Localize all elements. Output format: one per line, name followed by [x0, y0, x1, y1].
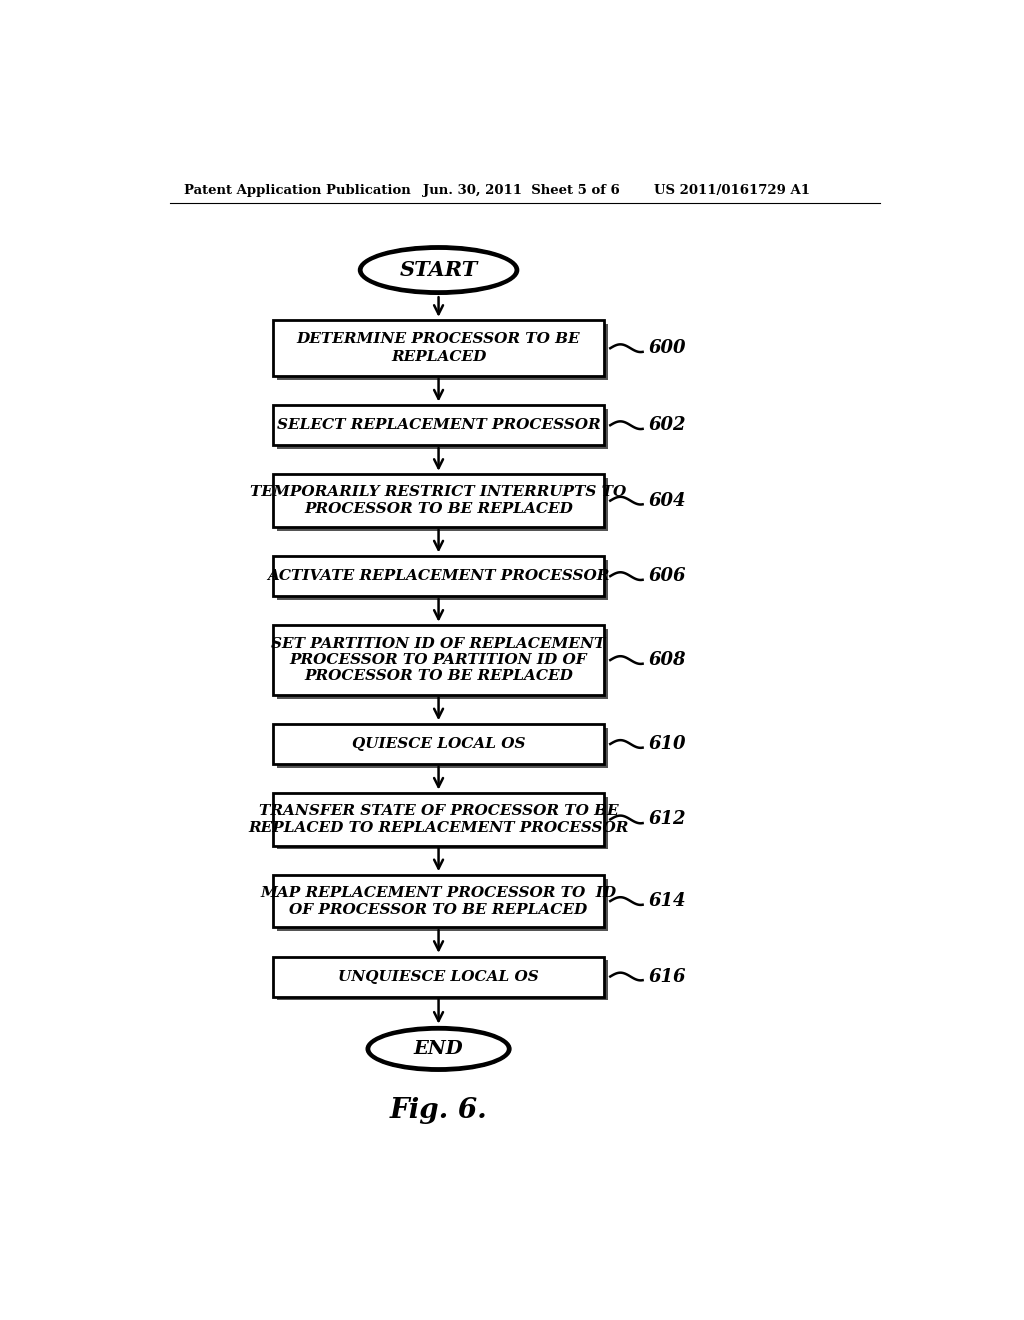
Text: 604: 604	[649, 491, 686, 510]
Ellipse shape	[370, 1030, 508, 1068]
Text: END: END	[414, 1040, 464, 1057]
Text: OF PROCESSOR TO BE REPLACED: OF PROCESSOR TO BE REPLACED	[290, 903, 588, 916]
Text: 614: 614	[649, 892, 686, 909]
Text: SET PARTITION ID OF REPLACEMENT: SET PARTITION ID OF REPLACEMENT	[271, 636, 606, 651]
Bar	[276, 560, 608, 601]
Text: Patent Application Publication: Patent Application Publication	[184, 185, 412, 197]
Bar	[276, 478, 608, 531]
Bar	[273, 875, 604, 927]
Bar	[273, 626, 604, 694]
Ellipse shape	[367, 1027, 511, 1072]
Bar	[273, 474, 604, 527]
Text: SELECT REPLACEMENT PROCESSOR: SELECT REPLACEMENT PROCESSOR	[276, 418, 600, 432]
Text: 616: 616	[649, 968, 686, 986]
Text: QUIESCE LOCAL OS: QUIESCE LOCAL OS	[352, 737, 525, 751]
Text: TEMPORARILY RESTRICT INTERRUPTS TO: TEMPORARILY RESTRICT INTERRUPTS TO	[251, 486, 627, 499]
Text: 602: 602	[649, 416, 686, 434]
Text: REPLACED TO REPLACEMENT PROCESSOR: REPLACED TO REPLACEMENT PROCESSOR	[249, 821, 629, 836]
Bar	[273, 957, 604, 997]
Text: UNQUIESCE LOCAL OS: UNQUIESCE LOCAL OS	[338, 969, 539, 983]
Text: START: START	[399, 260, 477, 280]
Text: 606: 606	[649, 568, 686, 585]
Text: PROCESSOR TO BE REPLACED: PROCESSOR TO BE REPLACED	[304, 502, 573, 516]
Text: 608: 608	[649, 651, 686, 669]
Bar	[276, 879, 608, 931]
Bar	[273, 321, 604, 376]
Bar	[273, 556, 604, 597]
Text: Fig. 6.: Fig. 6.	[390, 1097, 487, 1125]
Text: US 2011/0161729 A1: US 2011/0161729 A1	[654, 185, 810, 197]
Text: MAP REPLACEMENT PROCESSOR TO  ID: MAP REPLACEMENT PROCESSOR TO ID	[260, 886, 616, 899]
Text: REPLACED: REPLACED	[391, 350, 486, 364]
Text: PROCESSOR TO BE REPLACED: PROCESSOR TO BE REPLACED	[304, 669, 573, 684]
Bar	[276, 727, 608, 768]
Bar	[273, 405, 604, 445]
Text: TRANSFER STATE OF PROCESSOR TO BE: TRANSFER STATE OF PROCESSOR TO BE	[259, 804, 618, 818]
Ellipse shape	[361, 249, 515, 292]
Ellipse shape	[358, 246, 518, 294]
Bar	[276, 961, 608, 1001]
Bar	[276, 630, 608, 698]
Text: 610: 610	[649, 735, 686, 752]
Text: DETERMINE PROCESSOR TO BE: DETERMINE PROCESSOR TO BE	[297, 333, 581, 346]
Bar	[276, 409, 608, 449]
Text: Jun. 30, 2011  Sheet 5 of 6: Jun. 30, 2011 Sheet 5 of 6	[423, 185, 620, 197]
Text: 612: 612	[649, 810, 686, 829]
Text: 600: 600	[649, 339, 686, 358]
Bar	[273, 793, 604, 846]
Bar	[276, 797, 608, 850]
Text: PROCESSOR TO PARTITION ID OF: PROCESSOR TO PARTITION ID OF	[290, 653, 588, 667]
Bar	[276, 325, 608, 380]
Bar	[273, 723, 604, 764]
Text: ACTIVATE REPLACEMENT PROCESSOR: ACTIVATE REPLACEMENT PROCESSOR	[267, 569, 609, 583]
